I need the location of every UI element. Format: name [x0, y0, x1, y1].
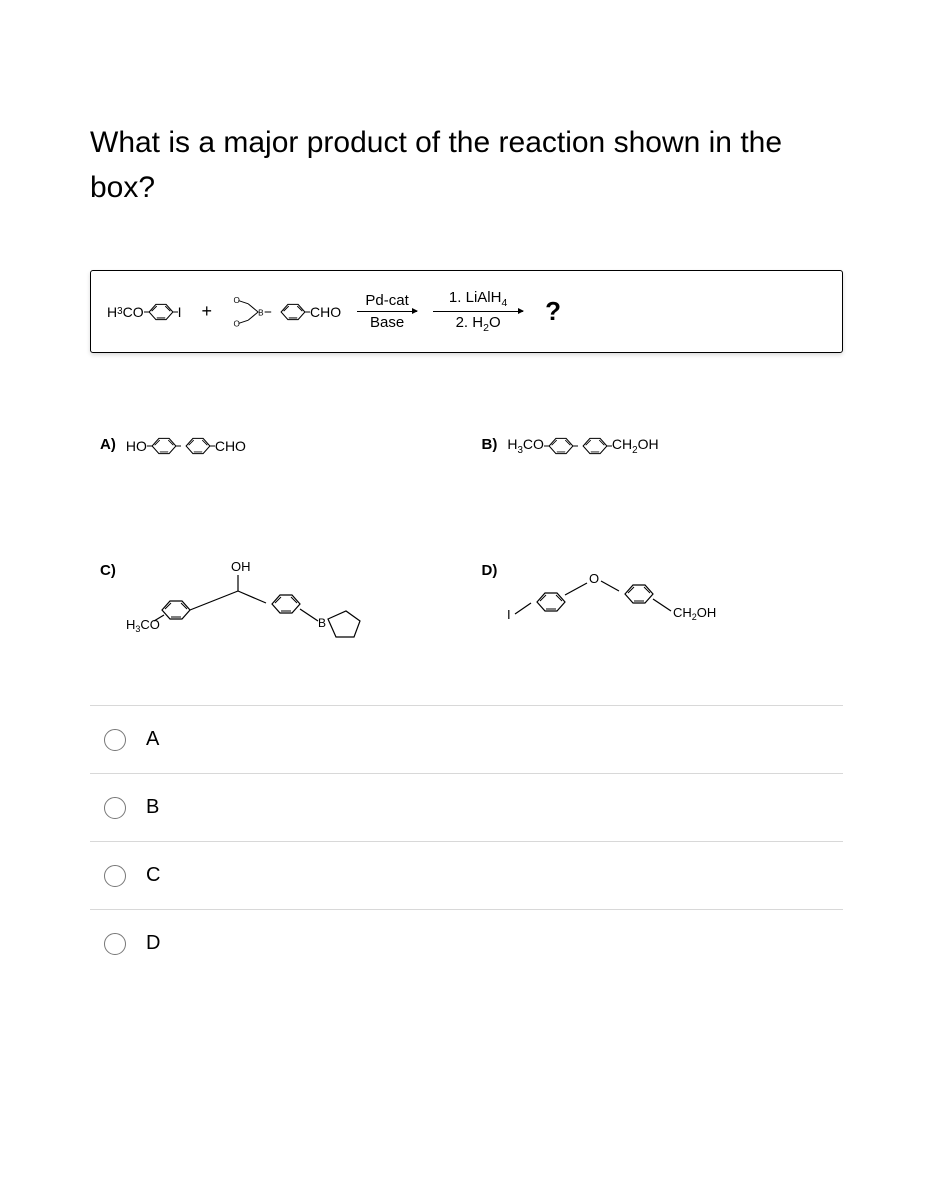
answer-d-label: D): [482, 559, 498, 583]
svg-text:H3CO: H3CO: [126, 617, 160, 634]
option-label: A: [146, 728, 159, 751]
arrow2-top-label: 1. LiAlH4: [449, 289, 507, 309]
option-c[interactable]: C: [90, 842, 843, 910]
radio-icon[interactable]: [104, 797, 126, 819]
structure-c-drawing: OH H3CO B: [126, 559, 386, 645]
structure-d-drawing: I O CH2OH: [507, 559, 747, 631]
svg-text:B: B: [258, 308, 264, 317]
answer-structure-d: D) I O CH2OH: [482, 559, 834, 645]
benzene-ring-icon: [181, 433, 215, 459]
answer-structure-a: A) HO CHO: [100, 433, 452, 459]
radio-icon[interactable]: [104, 865, 126, 887]
text-ho: HO: [126, 438, 147, 454]
boronate-icon: O O B: [232, 294, 276, 330]
option-label: B: [146, 796, 159, 819]
answer-structure-b: B) H3CO CH2OH: [482, 433, 834, 459]
option-b[interactable]: B: [90, 774, 843, 842]
answer-structures-grid: A) HO CHO B) H3CO: [90, 433, 843, 645]
reagent-2: O O B CHO: [232, 294, 341, 330]
text-h: H: [107, 304, 117, 320]
benzene-ring-icon: [276, 299, 310, 325]
option-label: D: [146, 932, 160, 955]
svg-text:O: O: [589, 571, 599, 586]
arrow1-bot-label: Base: [370, 314, 404, 331]
benzene-ring-icon: [144, 299, 178, 325]
answer-structure-c: C) OH H3CO: [100, 559, 452, 645]
benzene-ring-icon: [147, 433, 181, 459]
svg-text:CH2OH: CH2OH: [673, 605, 716, 622]
radio-icon[interactable]: [104, 729, 126, 751]
svg-text:I: I: [507, 607, 511, 622]
option-a[interactable]: A: [90, 706, 843, 774]
plus-sign: +: [197, 301, 216, 322]
arrow2-bot-label: 2. H2O: [456, 314, 501, 334]
svg-text:OH: OH: [231, 559, 251, 574]
option-label: C: [146, 864, 160, 887]
reagent-1: H3CO I: [107, 299, 181, 325]
answer-b-label: B): [482, 433, 498, 457]
svg-text:O: O: [234, 319, 240, 328]
option-d[interactable]: D: [90, 910, 843, 977]
reaction-arrow-1: Pd-cat Base: [357, 292, 417, 331]
text-cho: CHO: [310, 304, 341, 320]
arrow1-top-label: Pd-cat: [365, 292, 408, 309]
product-placeholder: ?: [545, 296, 561, 327]
text-i: I: [178, 304, 182, 320]
svg-text:B: B: [318, 616, 326, 630]
reaction-scheme-box: H3CO I + O O B CHO Pd-cat: [90, 270, 843, 353]
benzene-ring-icon: [544, 433, 578, 459]
answer-c-label: C): [100, 559, 116, 583]
text-cho: CHO: [215, 438, 246, 454]
options-list: A B C D: [90, 705, 843, 977]
question-text: What is a major product of the reaction …: [90, 120, 843, 210]
svg-text:O: O: [234, 296, 240, 305]
reaction-arrow-2: 1. LiAlH4 2. H2O: [433, 289, 523, 334]
text-co: CO: [123, 304, 144, 320]
benzene-ring-icon: [578, 433, 612, 459]
radio-icon[interactable]: [104, 933, 126, 955]
answer-a-label: A): [100, 433, 116, 457]
